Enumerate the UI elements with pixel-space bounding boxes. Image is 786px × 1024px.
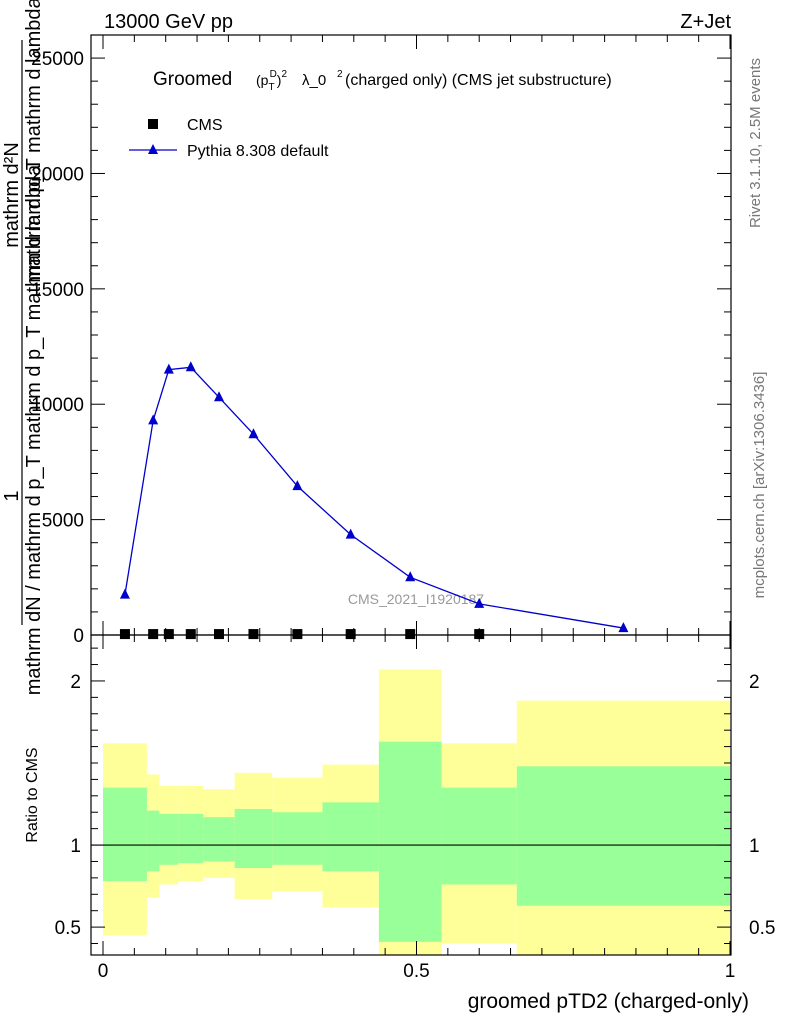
pythia-point [292,480,303,491]
main-axis-ticks [91,35,731,636]
ratio-ytick-label-right: 0.5 [749,918,775,939]
pythia-line [124,366,624,629]
cms-point [213,629,224,640]
cms-point [185,629,196,640]
cms-point [148,629,159,640]
ylabel-line-1: mathrm dN / mathrm d p_T mathrm d p_T ma… [23,164,45,695]
ratio-band-inner [159,813,179,865]
title-ptd-symbol: (pTD)2 [256,69,287,93]
ratio-axis-ticks [91,635,731,955]
ylabel-numerator-one: 1 [1,490,23,501]
ratio-tick-labels: 0.5 0.5 1 1 2 2 0 0.5 1 [55,672,776,982]
ratio-band-inner [516,766,730,906]
ratio-ytick-label-right: 1 [749,836,760,857]
ratio-plot-frame [90,634,732,956]
ratio-ytick-label-right: 2 [749,672,760,693]
title-groomed: Groomed [153,69,232,90]
cms-point [345,629,356,640]
x-axis-label: groomed pTD2 (charged-only) [468,990,749,1013]
ratio-band-inner [272,812,323,865]
header-process-label: Z+Jet [680,11,731,33]
ylabel-line-2: mathrm d²N [1,142,23,248]
ratio-band-inner [146,810,160,872]
cms-point [119,629,130,640]
title-suffix: (charged only) (CMS jet substructure) [345,72,612,89]
legend-pythia-label: Pythia 8.308 default [187,143,329,160]
watermark: CMS_2021_I1920187 [348,591,484,607]
cms-point [474,629,485,640]
main-series [119,361,629,640]
main-ytick-label: 15000 [31,280,84,301]
ylabel-line-3: mathrm d p_T mathrm d lambda [23,0,45,283]
legend: CMS Pythia 8.308 default [129,117,329,160]
pythia-point [248,428,259,439]
ratio-band-inner [178,813,204,864]
title-lambda: λ_0 [302,72,326,89]
main-ytick-label: 25000 [31,49,84,70]
main-ylabel: 1 mathrm dN / mathrm d p_T mathrm d p_T … [1,0,45,695]
pythia-point [185,361,196,372]
pythia-point [163,363,174,374]
title-lambda-exp: 2 [337,69,343,80]
ratio-band-inner [103,787,147,882]
pythia-point [345,528,356,539]
legend-pythia-marker [148,144,158,154]
main-plot-panel: CMS_2021_I1920187 0 5000 10000 15000 20000 25… [1,0,732,695]
main-ytick-label: 10000 [31,395,84,416]
pythia-point [148,414,159,425]
pythia-point [405,571,416,582]
cms-point [292,629,303,640]
ratio-ytick-label: 2 [70,672,81,693]
header-beam-label: 13000 GeV pp [104,11,233,33]
main-ytick-labels: 0 5000 10000 15000 20000 25000 [31,49,84,647]
ratio-band-inner [203,817,235,862]
ratio-band-inner [322,802,379,872]
ratio-ytick-label: 0.5 [55,918,81,939]
legend-cms-marker [148,119,158,129]
cms-point [248,629,259,640]
ratio-plot-panel: 0.5 0.5 1 1 2 2 0 0.5 1 Ratio to CMS groomed pTD… [24,634,776,1013]
side-label-rivet: Rivet 3.1.10, 2.5M events [747,58,764,228]
pythia-point [119,588,130,599]
pythia-point [213,391,224,402]
side-label-mcplots: mcplots.cern.ch [arXiv:1306.3436] [751,372,768,599]
ratio-bands [103,669,730,955]
ratio-band-inner [441,787,517,885]
ratio-band-inner [234,808,273,869]
main-ytick-label: 20000 [31,164,84,185]
pythia-point [618,622,629,633]
ratio-ytick-label: 1 [70,836,81,857]
cms-point [163,629,174,640]
ratio-xtick-label: 0 [98,961,109,982]
ratio-xtick-label: 0.5 [403,961,429,982]
ratio-band-inner [378,741,442,942]
legend-cms-label: CMS [187,117,223,134]
main-ytick-label: 5000 [42,511,84,532]
main-title: Groomed (pTD)2 λ_0 2 (charged only) (CMS… [153,69,612,93]
pythia-point [474,597,485,608]
ratio-ylabel: Ratio to CMS [24,747,41,842]
main-ytick-label: 0 [73,626,84,647]
ratio-xtick-label: 1 [725,961,736,982]
cms-point [405,629,416,640]
